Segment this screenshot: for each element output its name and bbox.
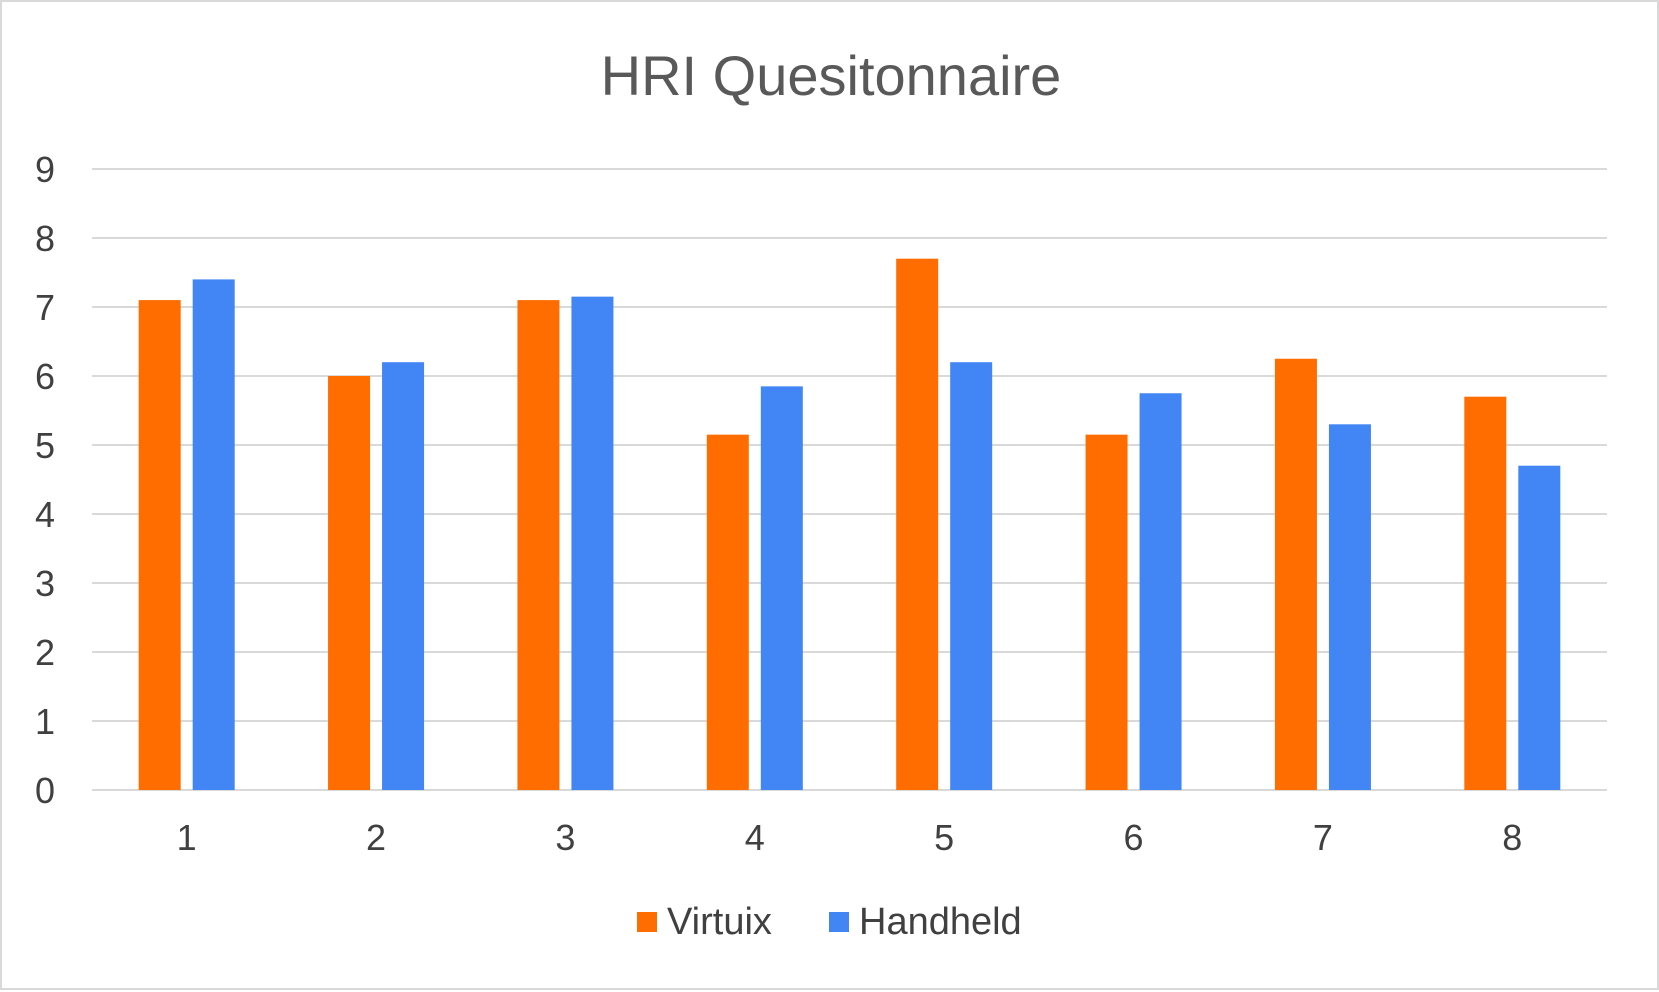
chart-title: HRI Quesitonnaire [601,44,1062,107]
y-tick-label: 9 [35,149,55,190]
legend: Virtuix Handheld [637,901,1022,943]
bar-virtuix-8 [1464,396,1507,790]
legend-swatch-handheld [829,912,849,932]
bar-handheld-4 [760,386,803,790]
bar-virtuix-7 [1274,358,1317,790]
bars [138,258,1561,790]
y-tick-label: 7 [35,287,55,328]
bar-virtuix-3 [517,300,560,790]
y-tick-label: 6 [35,356,55,397]
y-tick-label: 1 [35,701,55,742]
bar-virtuix-1 [138,300,181,790]
x-tick-label: 3 [555,817,575,858]
y-tick-label: 3 [35,563,55,604]
gridlines [92,168,1607,791]
bar-handheld-1 [192,279,235,790]
x-tick-label: 4 [745,817,765,858]
y-tick-label: 5 [35,425,55,466]
bar-handheld-7 [1328,424,1371,790]
x-tick-label: 2 [366,817,386,858]
y-tick-label: 4 [35,494,55,535]
y-tick-label: 2 [35,632,55,673]
bar-virtuix-5 [896,258,939,790]
x-axis-ticks: 1 2 3 4 5 6 7 8 [177,817,1523,858]
bar-handheld-8 [1518,465,1561,790]
legend-swatch-virtuix [637,912,657,932]
bar-handheld-5 [950,362,993,790]
y-axis-ticks: 0 1 2 3 4 5 6 7 8 9 [35,149,55,811]
x-tick-label: 5 [934,817,954,858]
bar-handheld-2 [382,362,425,790]
x-tick-label: 6 [1124,817,1144,858]
bar-virtuix-6 [1085,434,1128,790]
x-tick-label: 7 [1313,817,1333,858]
x-tick-label: 8 [1502,817,1522,858]
bar-virtuix-2 [328,376,371,790]
y-tick-label: 8 [35,218,55,259]
legend-label-virtuix: Virtuix [667,901,772,943]
bar-handheld-6 [1139,393,1182,790]
bar-virtuix-4 [706,434,749,790]
y-tick-label: 0 [35,770,55,811]
legend-label-handheld: Handheld [859,901,1022,943]
bar-handheld-3 [571,296,614,790]
x-tick-label: 1 [177,817,197,858]
